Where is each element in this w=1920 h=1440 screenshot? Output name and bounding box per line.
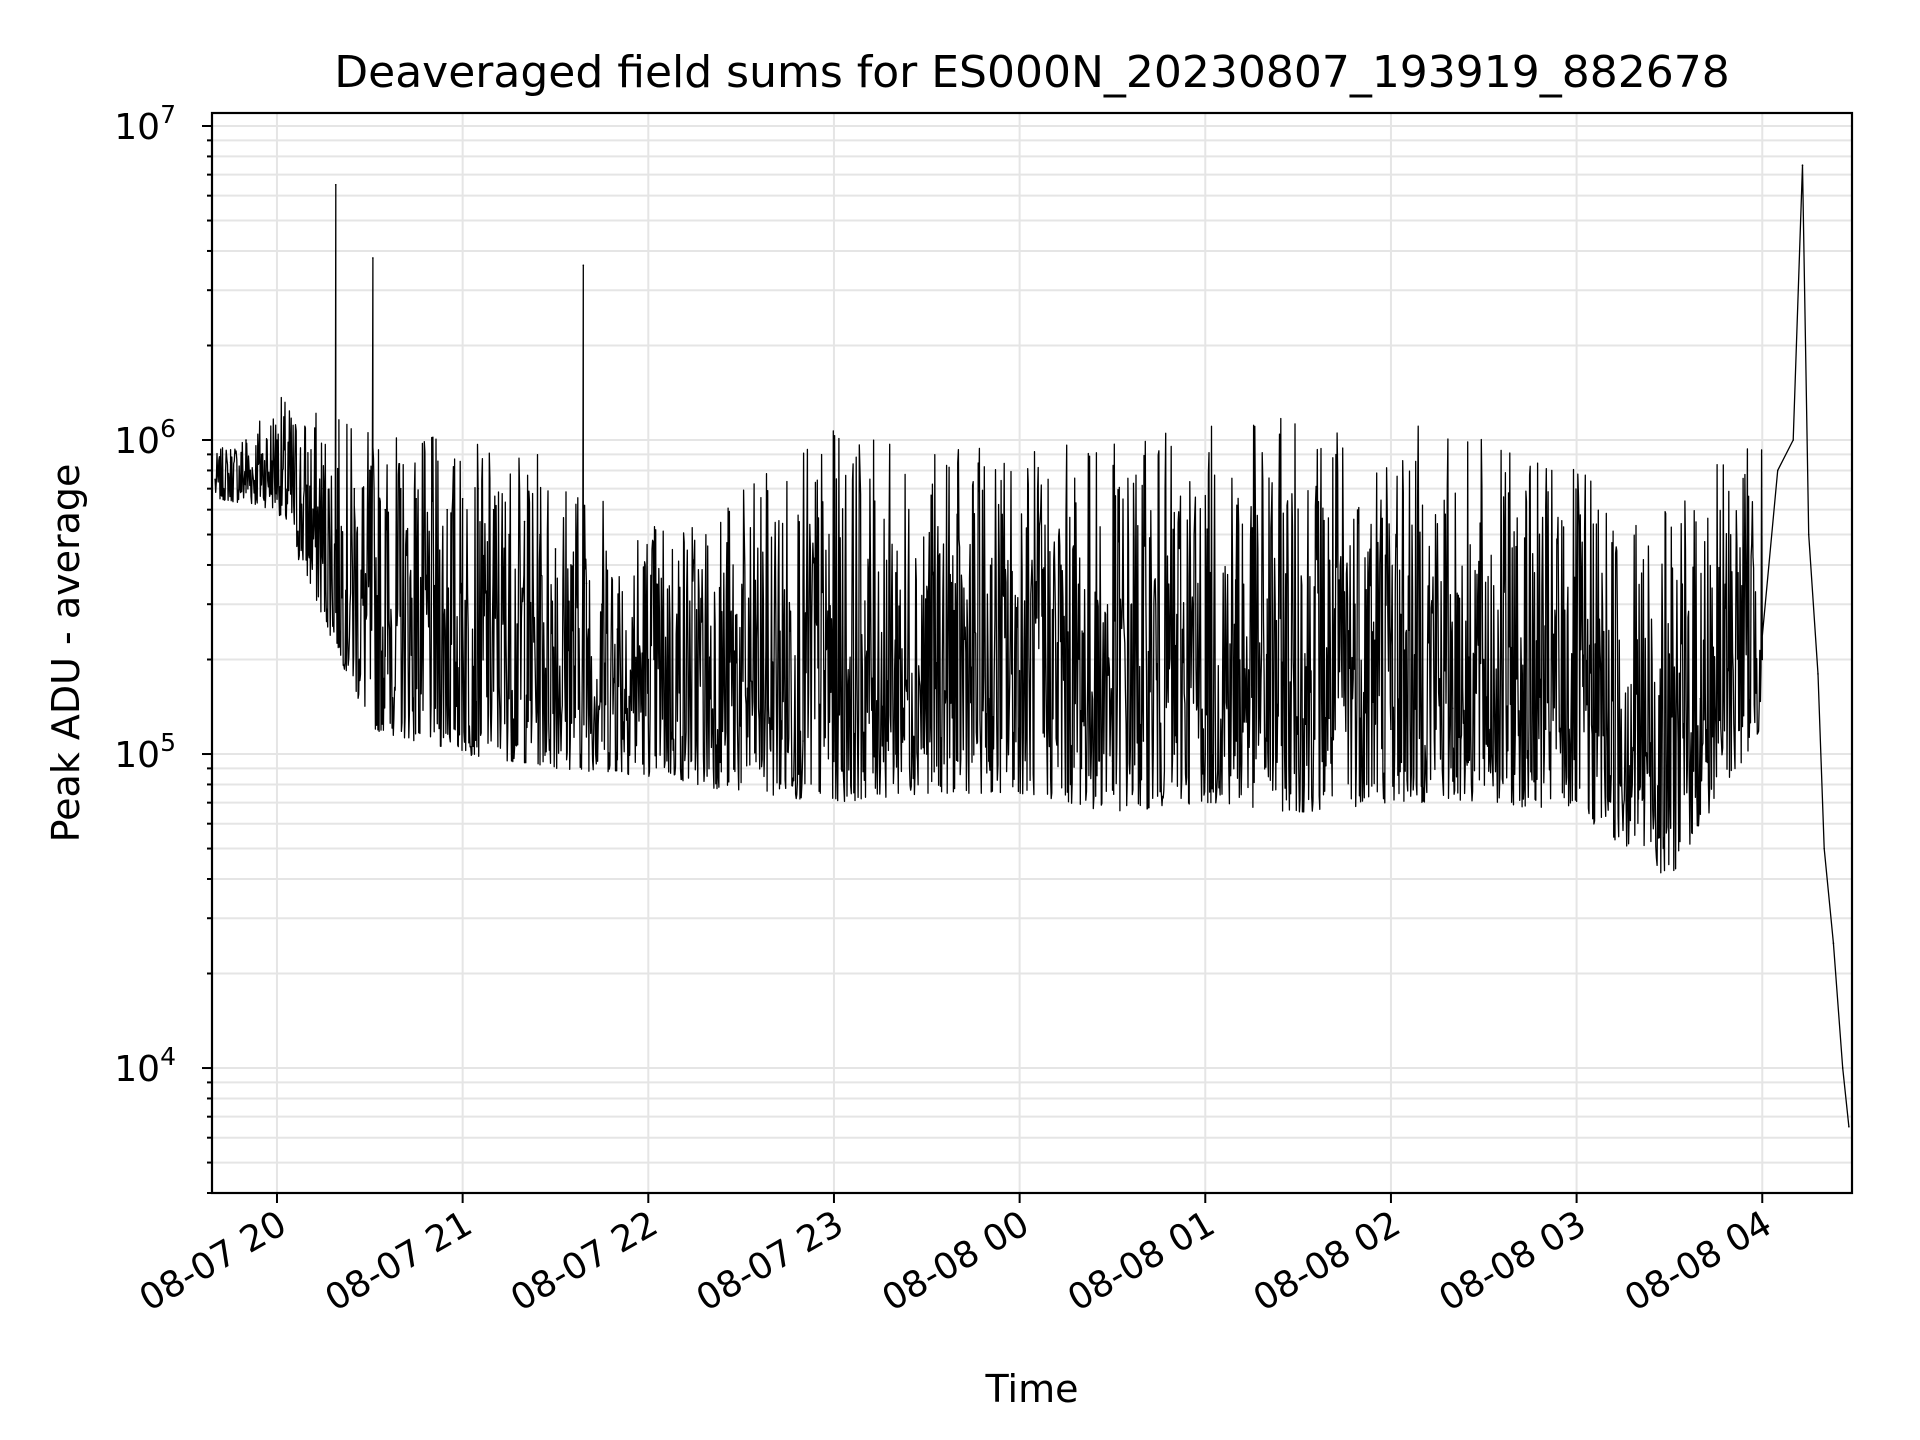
data-point [895,753,897,755]
data-point [338,533,340,536]
data-point [1848,1125,1850,1128]
data-point [1832,942,1835,944]
data-point [291,469,294,472]
data-point [987,760,990,762]
data-point [554,548,557,550]
data-point [1823,847,1825,850]
data-point [1817,673,1819,675]
data-point [616,628,619,630]
data-point [334,183,337,186]
data-point [1482,717,1485,720]
data-point [1018,753,1021,755]
data-point [1080,767,1083,770]
data-point [1544,728,1547,730]
data-point [1390,728,1392,730]
data-point [446,508,448,511]
data-point [1204,753,1207,755]
data-point [1266,740,1268,742]
data-point [372,257,374,259]
data-point [585,582,588,584]
y-tick-label: 107 [114,100,176,148]
data-point [1328,717,1330,720]
data-point [1807,533,1810,536]
chart-title: Deaveraged field sums for ES000N_2023080… [334,47,1730,98]
data-point [539,533,541,536]
data-point [1235,740,1238,742]
y-tick-label: 105 [114,728,176,776]
data-point [1513,717,1516,720]
data-point [415,497,418,500]
data-point [1359,717,1361,720]
data-point [214,478,216,481]
data-point [1801,164,1804,167]
data-point [1049,760,1052,762]
y-tick-label: 106 [114,414,176,462]
data-point [1668,697,1671,700]
data-point [1575,740,1578,742]
data-point [570,564,572,566]
y-tick-label: 104 [114,1042,176,1090]
data-point [956,760,959,762]
data-point [709,697,711,700]
data-point [601,603,603,606]
data-point [523,520,526,523]
plot-frame [210,111,1854,1195]
data-point [1452,707,1454,709]
x-axis-label: Time [985,1367,1079,1411]
data-point [430,487,433,490]
data-point [833,740,835,742]
data-point [492,508,495,511]
data-point [740,717,742,720]
data-point [461,497,464,500]
data-point [1111,760,1114,762]
series-line [214,164,1850,1127]
data-point [1606,753,1609,755]
data-point [771,728,773,730]
data-point [276,439,278,441]
data-point [229,461,232,463]
y-axis-label: Peak ADU - average [44,464,88,843]
data-point [802,740,804,742]
data-point [384,508,387,511]
data-point [925,753,928,755]
data-point [1421,717,1423,720]
data-point [307,508,309,511]
data-point [1297,728,1299,730]
data-point [1776,469,1779,472]
data-point [1142,740,1145,742]
data-point [1792,439,1795,441]
data-point [1730,697,1733,700]
data-point [322,487,325,490]
data-point [678,673,681,675]
data-point [1761,658,1764,661]
data-point [1637,740,1640,742]
data-point [1841,1067,1844,1069]
series-layer [214,164,1850,1128]
data-point [508,533,510,536]
data-point [864,753,866,755]
data-point [582,264,585,267]
data-point [477,487,479,490]
data-point [1699,697,1702,700]
data-point [399,487,402,490]
data-point [647,658,650,661]
data-point [260,453,263,456]
data-point [353,487,356,490]
data-point [369,469,371,472]
data-point [245,439,247,441]
data-point [1173,753,1176,755]
